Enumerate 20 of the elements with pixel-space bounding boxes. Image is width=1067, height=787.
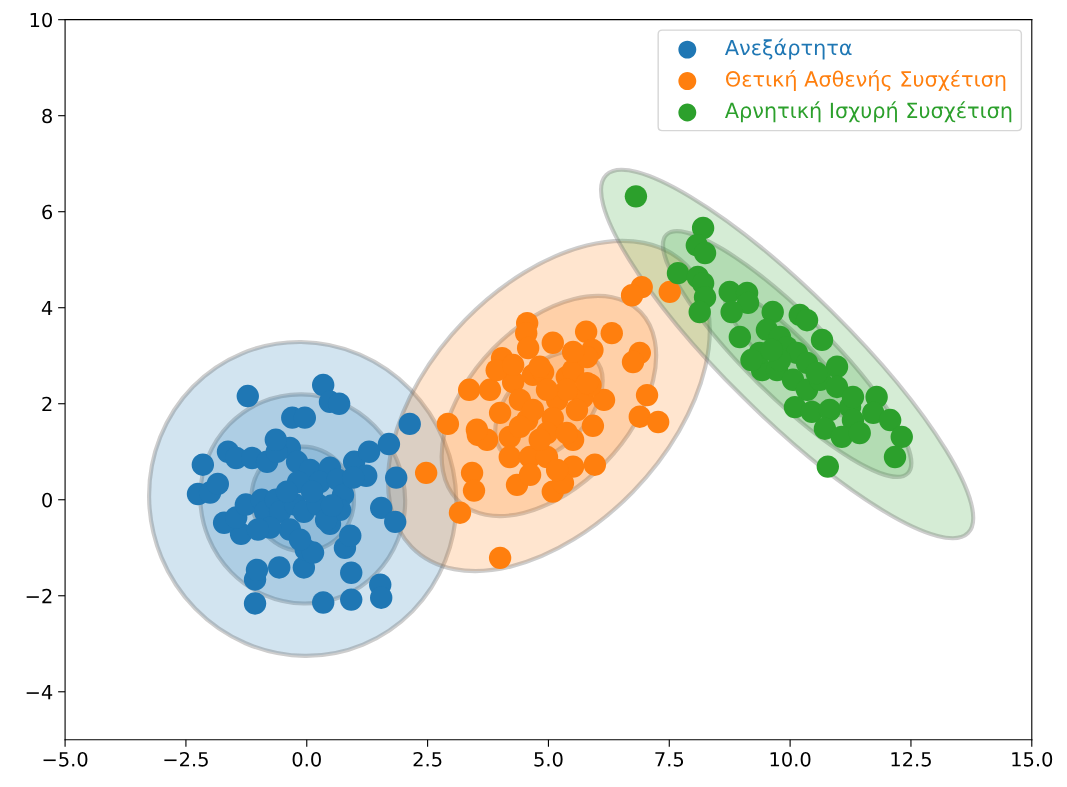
x-tick-label: −5.0: [43, 751, 88, 767]
legend-label: Αρνητική Ισχυρή Συσχέτιση: [724, 101, 1012, 123]
y-tick-label: −2: [26, 588, 52, 604]
x-tick-label: 12.5: [891, 751, 931, 767]
x-tick-label: 0.0: [292, 751, 321, 767]
x-tick-label: 15.0: [1012, 751, 1053, 767]
y-tick-label: −4: [26, 684, 53, 700]
x-tick-label: −2.5: [164, 751, 208, 767]
x-tick-label: 7.5: [655, 752, 684, 767]
x-tick-label: 2.5: [413, 751, 442, 767]
x-tick-label: 5.0: [534, 751, 563, 767]
y-tick-label: 10: [30, 12, 52, 28]
legend-label: Θετική Ασθενής Συσχέτιση: [725, 69, 1006, 91]
legend-label: Ανεξάρτητα: [724, 38, 852, 60]
x-tick-label: 10.0: [770, 751, 811, 767]
y-tick-label: 2: [42, 396, 52, 412]
y-tick-label: 4: [41, 300, 53, 316]
y-tick-label: 6: [42, 204, 53, 220]
y-tick-label: 8: [42, 108, 52, 124]
y-tick-label: 0: [42, 492, 52, 508]
